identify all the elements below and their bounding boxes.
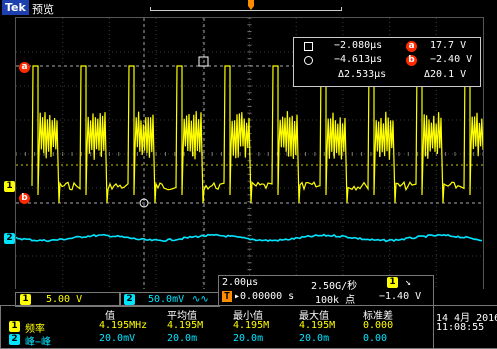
meas-row1-mean: 4.195M (167, 320, 204, 331)
meas-row2-min: 20.0m (233, 333, 264, 344)
cursor-circle-handle (139, 198, 149, 208)
cursor-delta-time: Δ2.533µs (338, 69, 387, 80)
graticule (16, 18, 483, 290)
ch2-waveform (16, 233, 483, 243)
brand-logo: Tek (2, 0, 29, 15)
measurement-table: 值 平均值 最小值 最大值 标准差 1 频率 4.195MHz 4.195M 4… (0, 305, 434, 349)
header-max: 最大值 (299, 311, 329, 322)
trigger-source-badge: 1 (387, 277, 398, 288)
ch1-scale-readout[interactable]: 1 5.00 V (15, 292, 121, 307)
header-mean: 平均值 (167, 311, 197, 322)
ch2-ground-marker[interactable]: 2 (4, 233, 15, 244)
meas-row2-max: 20.0m (299, 333, 330, 344)
meas-row2-stddev: 0.00 (363, 333, 388, 344)
meas-row1-stddev: 0.000 (363, 320, 394, 331)
horizontal-delay: ▸0.00000 s (234, 291, 295, 302)
timebase-readout[interactable]: 2.00µs 2.50G/秒 1 ↘ T ▸0.00000 s 100k 点 −… (218, 275, 434, 306)
time: 11:08:55 (436, 322, 485, 333)
cursor-t2-value: −4.613µs (334, 54, 383, 65)
date-time-readout: 14 4月 2016 11:08:55 (433, 305, 497, 349)
meas-row1-min: 4.195M (233, 320, 270, 331)
ref-marker-b[interactable]: b (19, 193, 30, 204)
cursor-readout: −2.080µs a 17.7 V −4.613µs b −2.40 V Δ2.… (293, 37, 481, 87)
cursor-t1-value: −2.080µs (334, 40, 383, 51)
meas-row2-name: 峰−峰 (25, 337, 52, 348)
date: 14 4月 2016 (436, 313, 497, 324)
horizontal-scale: 2.00µs (222, 277, 259, 288)
meas-row1-ch-badge: 1 (9, 321, 20, 332)
cursor-b-voltage: −2.40 V (430, 54, 473, 65)
circle-cursor-icon (304, 56, 313, 65)
top-bar: Tek 预览 (0, 0, 497, 16)
ch1-waveform (31, 65, 483, 204)
cursor-square-handle (198, 56, 209, 67)
delay-trigger-icon: T (222, 291, 232, 302)
ref-marker-a[interactable]: a (19, 62, 30, 73)
cursor-b-badge: b (406, 55, 417, 66)
sample-rate: 2.50G/秒 (311, 281, 358, 292)
cursor-delta-voltage: Δ20.1 V (424, 69, 467, 80)
meas-row2-mean: 20.0m (167, 333, 198, 344)
cursor-a-voltage: 17.7 V (430, 40, 467, 51)
header-min: 最小值 (233, 311, 263, 322)
square-cursor-icon (304, 42, 313, 51)
meas-row2-ch-badge: 2 (9, 334, 20, 345)
ch2-bandwidth-icon: ∿∿ (192, 294, 209, 305)
header-stddev: 标准差 (363, 311, 393, 322)
ch1-ground-marker[interactable]: 1 (4, 181, 15, 192)
acquisition-state: 预览 (32, 3, 54, 16)
trigger-level: −1.40 V (379, 291, 422, 302)
meas-row1-max: 4.195M (299, 320, 336, 331)
meas-row1-name: 频率 (25, 324, 45, 335)
header-value: 值 (105, 311, 115, 322)
record-position-bar[interactable] (150, 7, 342, 11)
ch2-badge: 2 (124, 294, 135, 305)
ch1-scale: 5.00 V (46, 294, 83, 305)
trigger-slope-icon: ↘ (405, 277, 412, 288)
meas-row2-value: 20.0mV (99, 333, 136, 344)
record-length: 100k 点 (315, 295, 356, 306)
ch2-scale: 50.0mV (148, 294, 185, 305)
meas-row1-value: 4.195MHz (99, 320, 148, 331)
cursor-a-badge: a (406, 41, 417, 52)
ch1-badge: 1 (20, 294, 31, 305)
trigger-position-icon[interactable] (246, 0, 256, 14)
